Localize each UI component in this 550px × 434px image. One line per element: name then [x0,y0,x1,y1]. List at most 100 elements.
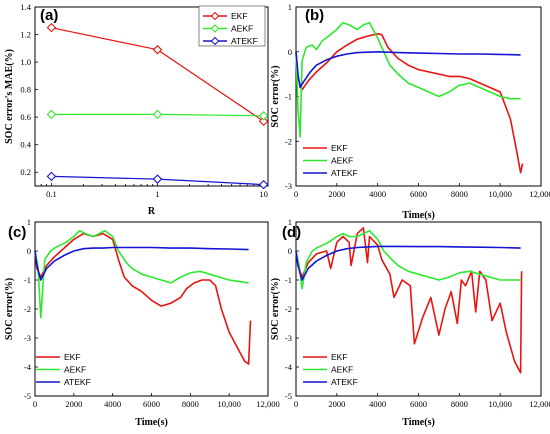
x-tick-label: 6000 [410,399,427,409]
y-tick-label: -2 [285,136,292,146]
x-tick-label: 0 [294,399,298,409]
y-tick-label: 0.6 [20,112,31,122]
y-axis-label: SOC error(%) [270,278,281,340]
x-tick-label: 6000 [143,399,160,409]
y-tick-label: -3 [24,333,31,343]
y-axis-label: SOC error's MAE(%) [4,49,15,144]
y-tick-label: -3 [285,333,292,343]
x-tick-label: 10,000 [488,189,511,199]
y-tick-label: -1 [24,275,31,285]
x-tick-label: 0 [294,189,298,199]
y-axis-label: SOC error(%) [270,65,281,127]
y-tick-label: -4 [24,362,32,372]
chart-panel-d: -5 -4 -3 -2 -1 0 1 0 2000 4000 6000 8000 10,000 12,00… [270,217,550,428]
series-line-atekf [295,50,521,89]
data-point-atekf [46,171,57,182]
y-tick-label: 1.4 [20,2,31,12]
legend-marker [210,36,220,46]
y-tick-label: 0.2 [20,167,31,177]
chart-panel-c: -5 -4 -3 -2 -1 0 1 0 2000 4000 6000 8000 10,000 12,00… [4,217,280,428]
panel-label: (a) [40,7,58,24]
legend-label-ekf: EKF [331,352,348,362]
plot-frame [34,6,269,187]
x-tick-label: 2000 [328,189,345,199]
x-tick-label: 12,000 [529,399,550,409]
data-point-ekf [258,116,269,127]
x-tick-label: 2000 [65,399,82,409]
legend: EKF AEKF ATEKF [36,352,91,387]
series-line-aekf [34,229,249,319]
legend-label-atekf: ATEKF [331,168,358,178]
data-point-ekf [46,22,57,33]
legend-label-ekf: EKF [64,352,81,362]
series-line-aekf [295,229,521,290]
legend-label-aekf: AEKF [64,365,86,375]
series-line-aekf [295,21,521,138]
chart-panel-b: -3 -2 -1 0 1 0 2000 4000 6000 8000 10,000 12,000 Tim… [270,2,550,221]
y-axis-label: SOC error(%) [4,278,15,340]
y-tick-label: -4 [285,362,293,372]
y-tick-label: -5 [24,391,31,401]
y-tick-label: 0 [288,47,292,57]
data-point-atekf [258,179,269,190]
y-tick-label: -5 [285,391,292,401]
y-tick-label: -2 [24,304,31,314]
y-tick-label: 1 [288,217,292,227]
data-point-aekf [258,110,269,121]
y-tick-label: 0 [288,246,292,256]
x-tick-label: 1 [155,189,159,199]
chart-panel-a: 0.2 0.4 0.6 0.8 1.0 1.2 1.4 0.1 1 10 R SOC error's … [4,2,269,217]
y-tick-label: -1 [285,275,292,285]
series-line-atekf [295,245,521,281]
y-tick-label: 0.4 [20,140,31,150]
series-line-atekf [34,246,249,281]
x-axis-label: Time(s) [135,417,168,428]
x-axis-label: Time(s) [402,417,435,428]
y-tick-label: -1 [285,92,292,102]
x-tick-label: 8000 [451,189,468,199]
legend-label-atekf: ATEKF [64,377,91,387]
x-tick-label: 10,000 [488,399,511,409]
x-tick-label: 4000 [369,399,386,409]
legend-label-atekf: ATEKF [231,36,258,46]
panel-label: (b) [305,7,324,24]
x-tick-label: 0 [33,399,37,409]
x-tick-label: 10 [259,189,268,199]
legend-label-atekf: ATEKF [331,377,358,387]
legend-label-ekf: EKF [331,143,348,153]
legend-box [198,5,266,47]
legend: EKF AEKF ATEKF [198,5,266,47]
x-axis-label: Time(s) [402,210,435,221]
legend-label-aekf: AEKF [231,24,253,34]
x-tick-label: 4000 [369,189,386,199]
panel-label: (d) [282,224,301,241]
y-tick-label: 1 [288,2,292,12]
x-tick-label: 10,000 [217,399,240,409]
series-line-ekf [295,32,524,174]
y-tick-label: -3 [285,181,292,191]
legend-label-aekf: AEKF [331,365,353,375]
x-axis-label: R [148,206,156,217]
data-point-atekf [152,174,163,184]
x-tick-label: 8000 [451,399,468,409]
y-tick-label: -2 [285,304,292,314]
x-tick-label: 6000 [410,189,427,199]
y-tick-label: 1 [27,217,31,227]
y-tick-label: 1.0 [20,57,31,67]
x-tick-label: 0.1 [46,189,57,199]
legend-label-aekf: AEKF [331,156,353,166]
y-tick-label: 0.8 [20,85,31,95]
x-tick-label: 8000 [182,399,199,409]
panel-label: (c) [8,224,26,241]
x-tick-label: 2000 [328,399,345,409]
y-tick-label: 1.2 [20,30,31,40]
legend-marker [210,11,220,21]
y-tick-label: 0 [27,246,31,256]
x-tick-label: 4000 [104,399,121,409]
legend: EKF AEKF ATEKF [303,352,358,387]
series-line-ekf [34,232,252,365]
legend-label-ekf: EKF [231,11,248,21]
data-point-aekf [152,109,163,120]
data-point-aekf [46,109,57,120]
